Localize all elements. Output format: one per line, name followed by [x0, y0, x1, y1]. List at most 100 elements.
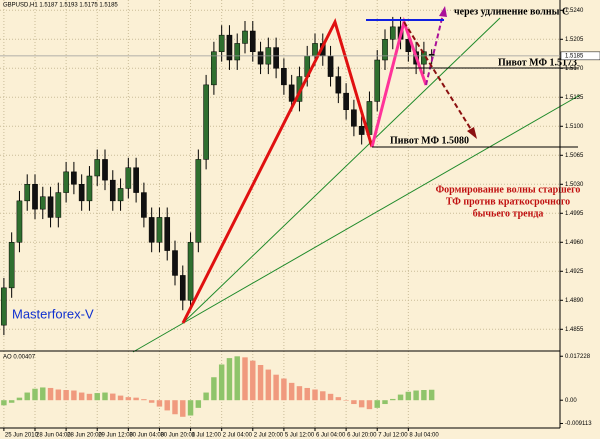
grid-layer — [0, 0, 560, 428]
candle-body — [288, 84, 295, 102]
candle-body — [343, 92, 349, 110]
ao-bar — [304, 387, 310, 401]
ao-bar — [265, 369, 272, 401]
chart-title: GBPUSD,H1 1.5187 1.5193 1.5175 1.5185 — [3, 3, 118, 9]
candle-body — [172, 250, 178, 276]
y-tick-label: 1.4925 — [565, 269, 584, 275]
annotation-shapes — [132, 6, 581, 353]
ao-bar — [327, 393, 334, 401]
x-tick-label: 30 Jun 04:00 — [129, 433, 164, 439]
ao-bar — [250, 360, 256, 401]
candle-body — [86, 175, 93, 202]
ao-bar — [226, 358, 233, 401]
candle-body — [24, 184, 31, 202]
candle-body — [211, 51, 217, 86]
marks-layer — [1, 16, 435, 417]
ao-bar — [421, 390, 427, 401]
candle-body — [141, 192, 147, 218]
x-tick-label: 2 Jul 20:00 — [254, 433, 284, 439]
ao-bar — [428, 389, 435, 401]
x-tick-label: 6 Jul 20:00 — [347, 433, 377, 439]
x-tick-label: 1 Jul 12:00 — [192, 433, 222, 439]
y-tick-label: 1.5240 — [565, 8, 584, 14]
ao-bar — [102, 392, 108, 401]
arrow-head — [467, 127, 477, 139]
ao-bar — [281, 378, 287, 401]
y-tick-label: 1.5100 — [565, 124, 584, 130]
candle-body — [1, 287, 7, 326]
current-price-box — [560, 51, 600, 61]
ao-bar — [148, 400, 155, 403]
ao-bar — [94, 393, 100, 401]
arrow-head — [439, 6, 447, 17]
candle-body — [71, 171, 77, 185]
annotation: Формирование волны старшего — [436, 184, 581, 195]
annotation: Пивот МФ 1.5173 — [498, 57, 577, 68]
forecast-line — [425, 13, 444, 86]
candle-body — [32, 184, 38, 210]
ao-bar — [351, 400, 357, 405]
candle-body — [335, 76, 342, 94]
candle-body — [16, 200, 23, 243]
ao-bar — [195, 400, 202, 408]
annotation: ТФ против краткосрочного — [446, 196, 570, 207]
ao-bar — [296, 386, 303, 401]
y-tick-label: 1.5135 — [565, 95, 584, 101]
candle-body — [249, 30, 256, 52]
x-tick-label: 25 Jun 2010 — [5, 433, 39, 439]
candle-body — [234, 43, 241, 61]
ao-bar — [86, 393, 93, 401]
ao-bar — [164, 400, 170, 411]
candle-body — [273, 47, 279, 69]
candle-body — [94, 159, 101, 177]
current-price-label: 1.5185 — [565, 53, 584, 59]
y-tick-label: 1.5205 — [565, 37, 584, 43]
candle-body — [195, 159, 202, 243]
ao-bar — [141, 399, 147, 401]
ao-bar — [390, 398, 396, 401]
trend-line — [132, 94, 581, 353]
candle-body — [117, 188, 124, 202]
candle-body — [382, 39, 388, 61]
y-tick-label: 0.017228 — [565, 354, 591, 360]
x-tick-label: 2 Jul 04:00 — [223, 433, 253, 439]
trend-line — [182, 17, 501, 324]
y-tick-label: 1.5030 — [565, 182, 584, 188]
y-tick-label: -0.009113 — [565, 421, 592, 427]
ao-bar — [71, 390, 77, 401]
candle-body — [358, 126, 365, 135]
ao-bar — [55, 389, 62, 401]
x-tick-label: 7 Jul 12:00 — [378, 433, 408, 439]
ao-bar — [125, 397, 132, 401]
ao-bar — [47, 387, 54, 401]
candle-body — [203, 84, 209, 160]
candle-body — [218, 34, 225, 52]
x-tick-label: 5 Jul 12:00 — [285, 433, 315, 439]
annotation: через удлинение волны С — [454, 6, 569, 17]
candle-body — [312, 43, 318, 57]
ao-bar — [335, 397, 342, 401]
ao-bar — [133, 397, 139, 401]
x-tick-label: 28 Jun 04:00 — [36, 433, 71, 439]
ao-bar — [405, 391, 412, 401]
ao-bar — [8, 400, 15, 403]
candle-body — [281, 68, 287, 86]
ao-bar — [234, 356, 240, 401]
ao-bar — [211, 377, 217, 401]
candle-body — [179, 275, 186, 301]
candle-body — [8, 242, 15, 289]
x-tick-label: 6 Jul 04:00 — [316, 433, 346, 439]
candle-body — [63, 171, 69, 193]
ao-bar — [242, 357, 248, 401]
candle-body — [257, 51, 264, 65]
candle-body — [109, 179, 116, 202]
x-tick-label: 29 Jun 12:00 — [98, 433, 133, 439]
candle-body — [148, 217, 155, 243]
ao-bar — [117, 395, 124, 401]
ao-bar — [180, 400, 186, 417]
y-tick-label: 1.5170 — [565, 66, 584, 72]
ao-bar — [397, 394, 404, 401]
ao-bar — [156, 400, 163, 407]
candle-body — [164, 217, 171, 251]
